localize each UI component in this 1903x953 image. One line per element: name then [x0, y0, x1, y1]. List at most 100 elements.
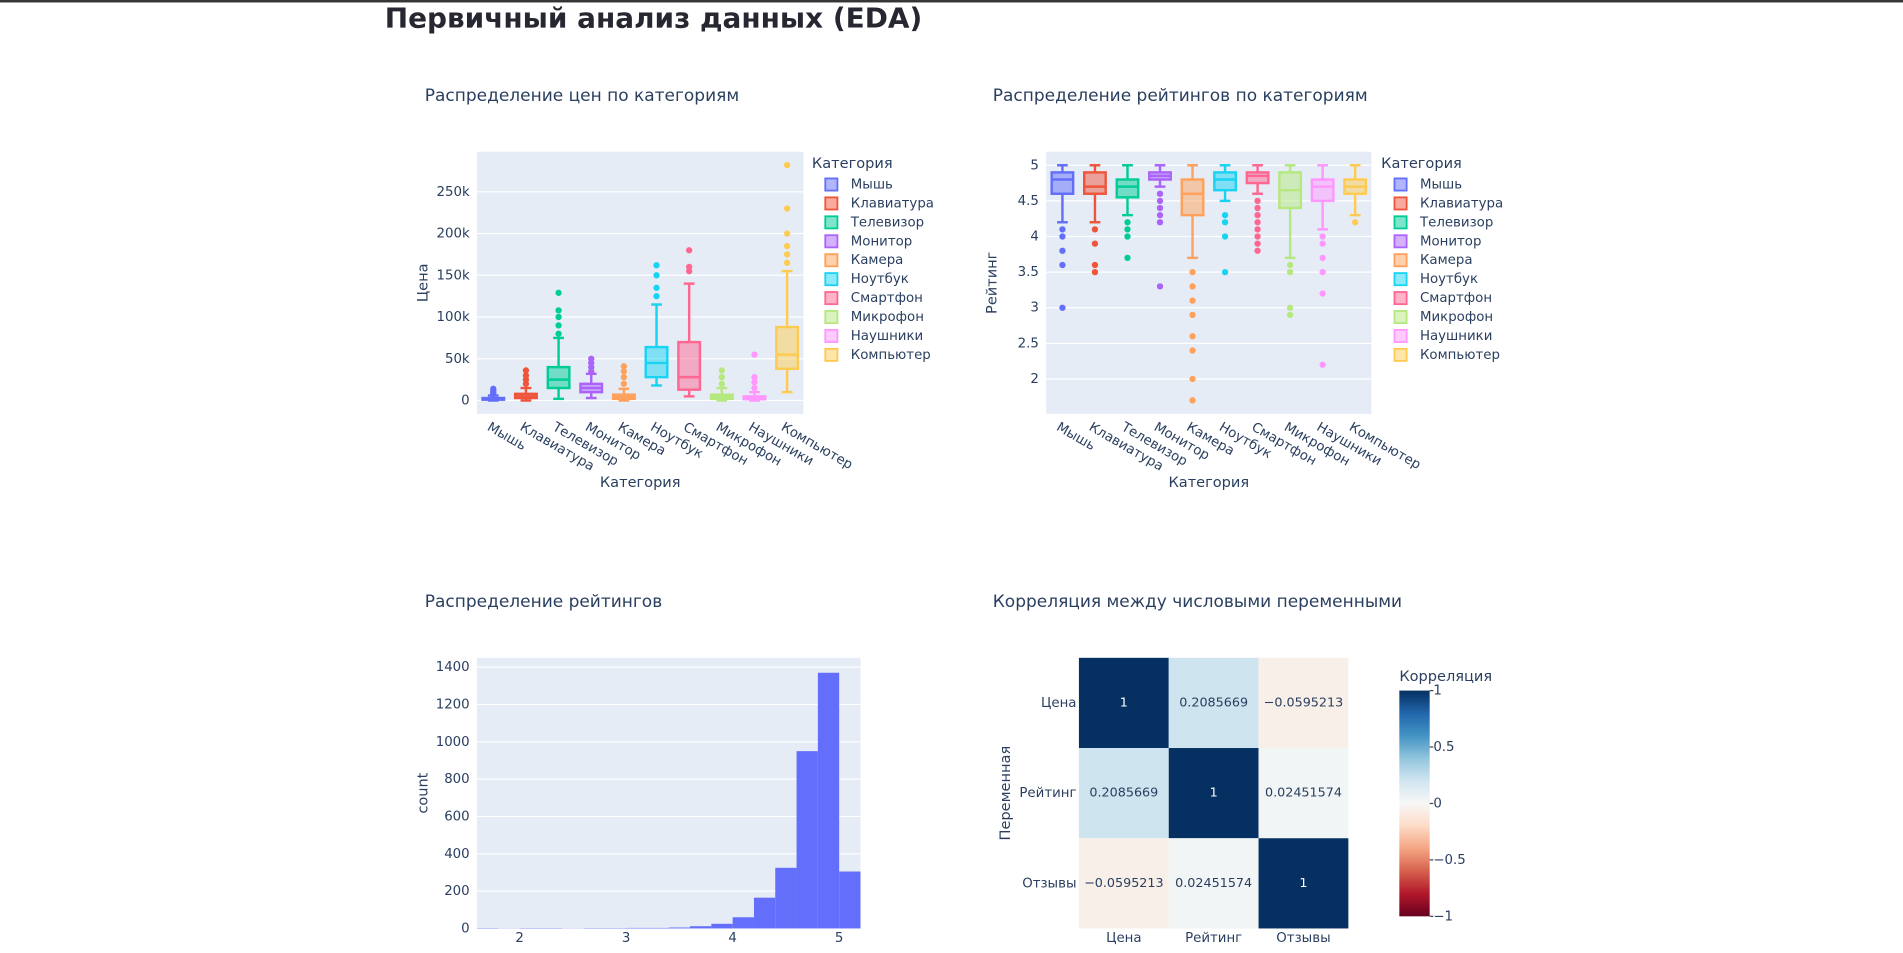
- outlier: [620, 373, 628, 381]
- outlier: [1254, 197, 1261, 205]
- legend-swatch[interactable]: [1393, 196, 1408, 211]
- cell-label: 1: [1210, 786, 1218, 801]
- y-tick-label: 400: [444, 847, 469, 862]
- legend-label[interactable]: Ноутбук: [851, 271, 909, 287]
- outlier: [1156, 219, 1164, 226]
- bar: [668, 927, 691, 929]
- outlier: [783, 230, 791, 237]
- y-tick-label: Отзывы: [1022, 876, 1076, 891]
- outlier: [522, 367, 530, 374]
- legend-swatch[interactable]: [824, 234, 839, 249]
- outlier: [653, 262, 660, 269]
- outlier: [620, 380, 628, 387]
- outlier: [686, 263, 693, 271]
- legend-swatch[interactable]: [824, 272, 839, 287]
- legend-label[interactable]: Монитор: [1420, 234, 1481, 249]
- legend-swatch[interactable]: [824, 177, 839, 192]
- legend-label[interactable]: Мышь: [851, 177, 893, 192]
- heatmap-cell: [1168, 838, 1259, 929]
- legend-label[interactable]: Микрофон: [851, 310, 924, 325]
- outlier: [1319, 361, 1326, 368]
- colorbar-tick-label: −0.5: [1433, 853, 1465, 868]
- x-axis-title: Категория: [1168, 474, 1249, 491]
- heatmap-cell: [1078, 748, 1169, 839]
- legend-label[interactable]: Клавиатура: [851, 196, 934, 211]
- colorbar-tick-label: −1: [1433, 909, 1453, 924]
- top-border: [0, 0, 1903, 3]
- x-tick-label: 5: [835, 931, 844, 946]
- legend-swatch[interactable]: [824, 196, 839, 211]
- y-tick-label: 200: [444, 884, 469, 899]
- legend-label[interactable]: Монитор: [851, 234, 912, 249]
- x-tick-label: Рейтинг: [1185, 931, 1242, 946]
- box: [1213, 171, 1238, 192]
- legend-swatch[interactable]: [1393, 253, 1408, 268]
- legend-swatch[interactable]: [1393, 234, 1408, 249]
- bar: [732, 917, 754, 929]
- outlier: [1156, 197, 1164, 205]
- legend-label[interactable]: Смартфон: [851, 291, 923, 306]
- legend-label[interactable]: Компьютер: [851, 348, 931, 363]
- legend-label[interactable]: Мышь: [1420, 177, 1462, 192]
- outlier: [783, 251, 791, 258]
- outlier: [1059, 304, 1066, 311]
- outlier: [1059, 247, 1066, 254]
- box: [1310, 178, 1335, 203]
- heatmap-cell: [1078, 657, 1169, 749]
- outlier: [783, 161, 791, 169]
- outlier: [1189, 268, 1196, 276]
- legend-label[interactable]: Камера: [851, 253, 904, 268]
- outlier: [751, 373, 758, 381]
- cell-label: 0.2085669: [1179, 695, 1248, 710]
- legend-swatch[interactable]: [824, 253, 839, 268]
- legend-swatch[interactable]: [824, 347, 839, 362]
- legend-swatch[interactable]: [1393, 310, 1408, 325]
- legend-swatch[interactable]: [824, 291, 839, 306]
- legend-label[interactable]: Микрофон: [1420, 310, 1493, 325]
- y-tick-label: 800: [444, 772, 469, 787]
- outlier: [653, 272, 660, 279]
- legend-label[interactable]: Наушники: [851, 329, 923, 344]
- legend-label[interactable]: Ноутбук: [1420, 271, 1478, 287]
- bar: [690, 926, 712, 929]
- outlier: [588, 355, 595, 362]
- legend-label[interactable]: Телевизор: [1419, 215, 1493, 230]
- outlier: [783, 259, 791, 266]
- y-tick-label: 2.5: [1018, 336, 1039, 351]
- outlier: [1254, 204, 1261, 212]
- legend-title: Категория: [1381, 155, 1462, 172]
- outlier: [1189, 347, 1196, 354]
- colorbar-title: Корреляция: [1399, 668, 1492, 685]
- legend-swatch[interactable]: [824, 328, 839, 343]
- legend-label[interactable]: Телевизор: [850, 215, 924, 230]
- outlier: [1286, 311, 1294, 319]
- heatmap-cell: [1258, 748, 1349, 839]
- y-tick-label: Цена: [1041, 696, 1076, 711]
- legend-swatch[interactable]: [1393, 215, 1408, 230]
- legend-swatch[interactable]: [1393, 328, 1408, 343]
- legend-label[interactable]: Камера: [1420, 253, 1473, 268]
- outlier: [1319, 268, 1326, 276]
- legend-label[interactable]: Смартфон: [1420, 291, 1492, 306]
- legend-label[interactable]: Наушники: [1420, 329, 1492, 344]
- outlier: [1189, 283, 1196, 290]
- outlier: [555, 307, 562, 314]
- legend-swatch[interactable]: [824, 215, 839, 230]
- legend-swatch[interactable]: [1393, 272, 1408, 287]
- outlier: [653, 284, 660, 291]
- chart-title: Корреляция между числовыми переменными: [993, 592, 1402, 612]
- x-tick-label: 3: [622, 931, 631, 946]
- heatmap-cell: [1168, 748, 1259, 839]
- legend-swatch[interactable]: [1393, 291, 1408, 306]
- legend-swatch[interactable]: [824, 310, 839, 325]
- y-tick-label: 5: [1030, 158, 1039, 173]
- legend-label[interactable]: Компьютер: [1420, 348, 1500, 363]
- cell-label: −0.0595213: [1084, 876, 1164, 891]
- legend-label[interactable]: Клавиатура: [1420, 196, 1503, 211]
- legend-swatch[interactable]: [1393, 177, 1408, 192]
- legend-title: Категория: [812, 155, 893, 172]
- y-tick-label: 100k: [436, 310, 469, 325]
- legend-swatch[interactable]: [1393, 347, 1408, 362]
- y-tick-label: 4.5: [1018, 194, 1039, 209]
